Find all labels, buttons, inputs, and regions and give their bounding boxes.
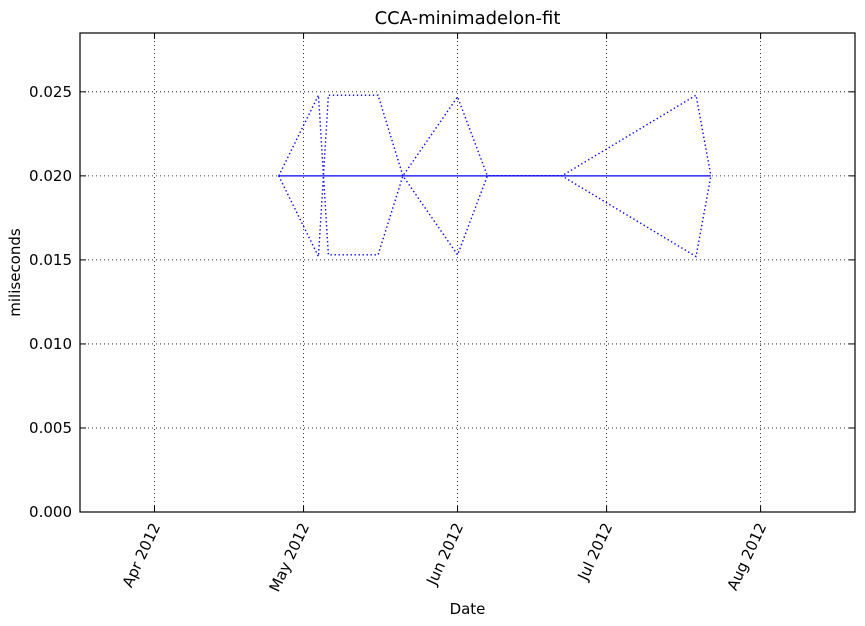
y-tick-label: 0.015: [29, 251, 72, 269]
x-axis-label: Date: [450, 600, 486, 618]
y-tick-label: 0.010: [29, 335, 72, 353]
chart-title: CCA-minimadelon-fit: [375, 8, 561, 29]
y-tick-label: 0.020: [29, 167, 72, 185]
y-axis-label: miliseconds: [6, 228, 24, 317]
plot-frame: [79, 32, 856, 513]
y-tick-label: 0.025: [29, 83, 72, 101]
y-tick-label: 0.000: [29, 503, 72, 521]
y-tick-label: 0.005: [29, 419, 72, 437]
series-group: [278, 92, 712, 260]
